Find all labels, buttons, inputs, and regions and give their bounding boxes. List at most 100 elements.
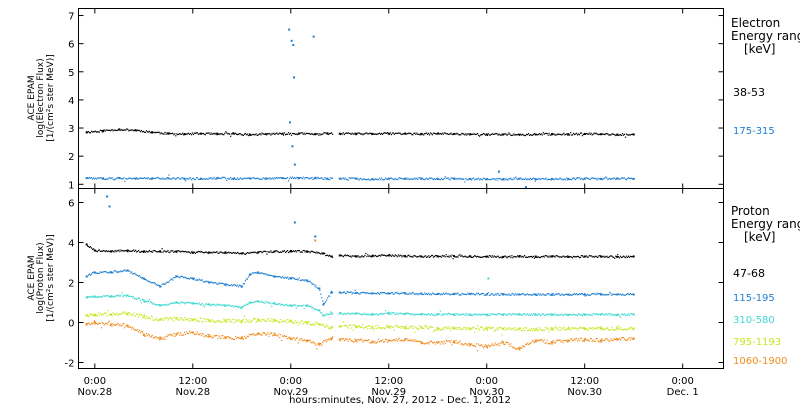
noise-proton-3-384: [469, 327, 471, 329]
noise-electron-0-35: [120, 129, 122, 131]
noise-proton-2-530: [612, 314, 614, 316]
noise-electron-0-65: [149, 132, 151, 134]
noise-proton-1-119: [202, 281, 204, 283]
noise-proton-3-49: [134, 315, 136, 317]
noise-proton-1-270: [357, 292, 359, 294]
noise-proton-0-349: [434, 254, 437, 257]
noise-proton-2-88: [172, 302, 174, 304]
noise-proton-3-290: [377, 324, 379, 327]
noise-electron-0-321: [407, 132, 409, 135]
noise-electron-1-449: [532, 177, 535, 179]
noise-proton-4-360: [445, 339, 447, 342]
noise-proton-1-166: [248, 274, 250, 277]
noise-proton-2-33: [118, 294, 120, 296]
data-point-proton-3-30: [551, 327, 554, 330]
noise-electron-1-135: [218, 177, 220, 179]
noise-proton-2-235: [316, 309, 318, 311]
data-point-proton-3-8: [208, 319, 211, 322]
spike-electron-8: [497, 170, 500, 173]
noise-proton-4-539: [621, 337, 623, 339]
noise-proton-4-98: [182, 334, 184, 337]
noise-proton-1-136: [219, 283, 221, 285]
noise-proton-2-247: [328, 313, 330, 315]
noise-proton-4-121: [204, 335, 206, 337]
noise-electron-1-298: [384, 177, 387, 179]
noise-proton-0-10: [95, 250, 98, 252]
noise-electron-0-311: [397, 132, 399, 134]
noise-proton-1-62: [146, 280, 149, 282]
noise-proton-1-371: [456, 292, 458, 295]
noise-proton-2-134: [217, 304, 219, 306]
noise-electron-0-533: [615, 134, 617, 137]
noise-proton-2-252: [339, 311, 342, 314]
noise-proton-0-130: [213, 251, 215, 253]
noise-proton-2-114: [197, 303, 199, 305]
data-point-electron-0-8: [216, 133, 219, 136]
noise-proton-4-274: [361, 339, 363, 341]
noise-proton-1-348: [433, 293, 436, 295]
noise-proton-2-514: [596, 313, 598, 315]
noise-proton-2-12: [97, 295, 100, 298]
noise-proton-4-73: [157, 337, 159, 339]
noise-proton-0-169: [251, 251, 253, 253]
noise-proton-3-374: [459, 327, 461, 329]
noise-proton-0-286: [373, 255, 375, 257]
noise-electron-1-417: [501, 178, 503, 180]
noise-electron-1-240: [321, 177, 323, 179]
noise-proton-0-73: [157, 251, 159, 253]
noise-proton-2-122: [205, 302, 207, 305]
noise-proton-0-104: [187, 251, 190, 253]
noise-proton-3-16: [101, 313, 103, 315]
noise-proton-1-201: [282, 277, 285, 279]
noise-proton-0-418: [502, 256, 504, 258]
noise-proton-0-375: [460, 255, 462, 257]
noise-proton-4-536: [618, 338, 620, 340]
noise-proton-4-79: [163, 337, 165, 339]
noise-proton-4-264: [351, 340, 353, 342]
noise-electron-1-416: [500, 179, 502, 181]
noise-proton-4-550: [631, 338, 633, 340]
noise-proton-0-176: [258, 251, 260, 253]
noise-proton-2-438: [522, 314, 524, 316]
noise-proton-3-293: [379, 326, 382, 329]
noise-proton-0-302: [388, 253, 391, 256]
noise-proton-3-129: [212, 320, 214, 322]
noise-proton-4-509: [591, 340, 593, 342]
noise-proton-4-68: [152, 337, 154, 339]
noise-proton-2-360: [445, 313, 447, 315]
noise-proton-1-144: [227, 284, 229, 286]
noise-proton-3-317: [403, 327, 405, 329]
noise-proton-0-460: [543, 256, 545, 258]
noise-proton-2-518: [600, 313, 602, 315]
noise-electron-1-59: [143, 177, 146, 179]
noise-proton-1-292: [379, 293, 381, 295]
data-point-proton-1-17: [322, 303, 325, 306]
noise-proton-0-148: [231, 252, 233, 254]
data-point-proton-3-25: [469, 327, 472, 330]
noise-proton-4-214: [295, 337, 297, 340]
noise-proton-4-321: [407, 340, 409, 342]
noise-proton-4-443: [526, 342, 529, 344]
noise-proton-2-251: [331, 313, 334, 315]
noise-proton-2-186: [268, 301, 270, 304]
noise-proton-3-348: [433, 329, 436, 331]
noise-proton-3-214: [295, 322, 297, 324]
noise-proton-4-201: [282, 335, 285, 337]
noise-proton-1-545: [626, 293, 629, 295]
noise-electron-0-508: [590, 132, 592, 134]
noise-proton-0-345: [430, 254, 433, 257]
noise-proton-3-237: [318, 323, 320, 325]
noise-proton-3-113: [196, 319, 198, 321]
noise-proton-3-475: [558, 326, 560, 329]
noise-proton-0-381: [466, 256, 468, 258]
noise-proton-4-449: [532, 340, 535, 343]
noise-proton-2-99: [183, 302, 185, 304]
noise-proton-0-223: [304, 251, 306, 253]
noise-electron-0-31: [116, 129, 118, 132]
noise-proton-0-384: [469, 254, 471, 257]
noise-electron-0-513: [595, 132, 597, 134]
noise-proton-0-505: [587, 256, 589, 258]
noise-electron-1-134: [217, 176, 219, 179]
noise-electron-1-398: [482, 177, 485, 179]
noise-electron-1-128: [211, 178, 213, 180]
